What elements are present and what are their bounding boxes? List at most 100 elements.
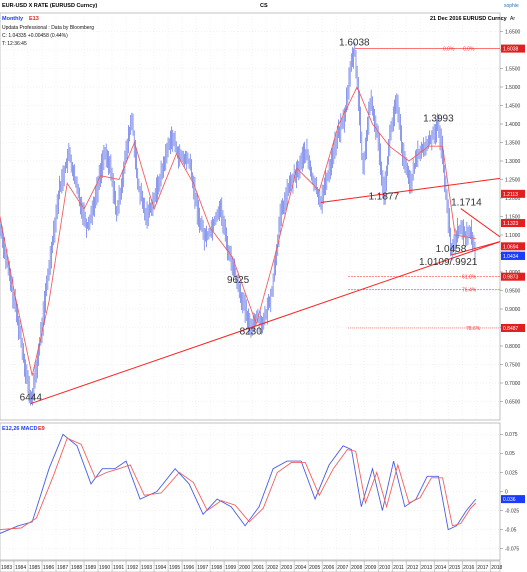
macd-grid	[0, 423, 500, 560]
macd-y-tick-label: 0.05	[505, 451, 515, 457]
trend-line	[320, 177, 501, 204]
x-tick-label: 1998	[211, 565, 222, 571]
price-annotation: 1.1714	[451, 198, 482, 209]
x-tick-label: 2009	[365, 565, 376, 571]
chart-title: EUR-USD X RATE (EURUSD Curncy)	[2, 3, 97, 9]
x-tick-label: 1983	[1, 565, 12, 571]
price-y-tick-label: 1.2000	[505, 196, 521, 202]
macd-label: E12,26 MACD	[2, 426, 37, 432]
price-tag-box	[501, 242, 525, 251]
price-y-tick-label: 1.3000	[505, 159, 521, 165]
price-tag-label: 1.6038	[503, 47, 519, 53]
price-tag-box	[501, 44, 525, 53]
price-annotation: 1.0458	[436, 244, 467, 255]
x-tick-label: 1995	[169, 565, 180, 571]
macd-tag-label: 0.036	[503, 497, 516, 503]
date-security-label: 21 Dec 2016 EURUSD Curncy	[430, 16, 508, 22]
x-tick-label: 2008	[351, 565, 362, 571]
price-y-tick-label: 0.7000	[505, 381, 521, 387]
price-tags: 1.60381.21131.13231.06941.04421.04340.98…	[501, 44, 525, 332]
chart-center-label: CS	[260, 3, 268, 9]
price-y-tick-label: 1.4500	[505, 103, 521, 109]
brand-logo: sophie	[504, 3, 519, 9]
x-tick-label: 2018	[491, 565, 502, 571]
macd-tag: 0.036	[501, 495, 525, 504]
trend-lines	[30, 177, 501, 405]
price-tag-label: 1.0694	[503, 244, 519, 250]
x-tick-label: 2010	[379, 565, 390, 571]
price-tag-label: 1.2113	[503, 192, 518, 198]
x-tick-label: 1984	[15, 565, 26, 571]
periodicity-label: Monthly	[2, 16, 24, 22]
price-annotations: 1.6038 1.3993 1.1877 1.1714 1.0458 1.0109/.99…	[20, 38, 482, 404]
price-tag-box	[501, 219, 525, 228]
price-tag-box	[501, 272, 525, 281]
macd-y-tick-label: 0.025	[505, 470, 518, 476]
x-axis-strip	[0, 560, 501, 572]
fib-label-0b: 0.0%	[463, 46, 475, 52]
macd-y-tick-label: 0	[505, 489, 508, 495]
price-tag-label: 1.1323	[503, 221, 519, 227]
price-annotation: 1.3993	[423, 113, 454, 124]
price-y-tick-label: 1.2500	[505, 177, 521, 183]
price-y-tick-label: 1.4000	[505, 122, 521, 128]
x-tick-label: 2017	[477, 565, 488, 571]
x-tick-label: 2012	[407, 565, 418, 571]
time-readout: T: 12:36:45	[2, 41, 27, 47]
macd-signal-label: E9	[38, 426, 45, 432]
trend-line	[450, 241, 501, 256]
macd-tag-box	[501, 495, 525, 504]
price-y-tick-label: 0.6500	[505, 399, 521, 405]
price-tag-box	[501, 189, 525, 198]
x-tick-label: 1993	[141, 565, 152, 571]
x-tick-label: 1999	[225, 565, 236, 571]
price-tag-box	[501, 323, 525, 332]
data-source-label: Updata Professional : Data by Bloomberg	[2, 25, 94, 31]
price-annotation: 9625	[227, 275, 250, 286]
x-tick-label: 1988	[71, 565, 82, 571]
price-y-axis: 1.65001.60001.55001.50001.45001.40001.35…	[500, 29, 521, 405]
fib-label-0: 0.0%	[443, 46, 455, 52]
x-tick-label: 1987	[57, 565, 68, 571]
x-tick-label: 2002	[267, 565, 278, 571]
price-y-tick-label: 0.8000	[505, 344, 521, 350]
x-tick-label: 2003	[281, 565, 292, 571]
price-y-tick-label: 1.3500	[505, 140, 521, 146]
x-tick-label: 2007	[337, 565, 348, 571]
fib-levels: 0.0% 0.0% 61.8% 76.4% 78.6%	[348, 46, 500, 332]
ohlc-readout: C: 1.04335 +0.00458 (0.44%)	[2, 33, 68, 39]
macd-y-axis: 0.075 0.05 0.025 0 -0.025 -0.05 -0.075	[500, 432, 519, 552]
x-tick-label: 1985	[29, 565, 40, 571]
macd-y-tick-label: -0.075	[505, 546, 519, 552]
fib-label: 76.4%	[462, 288, 477, 294]
price-y-tick-label: 1.1000	[505, 233, 521, 239]
x-tick-label: 2013	[421, 565, 432, 571]
price-tag-box	[501, 251, 525, 260]
trend-line	[460, 208, 501, 238]
price-annotation: 1.1877	[368, 192, 399, 203]
ma-legend-label: E13	[29, 16, 39, 22]
price-y-tick-label: 1.6500	[505, 29, 521, 35]
x-tick-label: 1994	[155, 565, 166, 571]
price-tag-label: 0.8487	[503, 326, 519, 332]
price-tag-label: 0.9873	[503, 275, 519, 281]
price-annotation: 6444	[20, 393, 43, 404]
price-bars	[0, 42, 476, 406]
x-tick-label: 1997	[197, 565, 208, 571]
x-tick-label: 2000	[239, 565, 250, 571]
macd-y-tick-label: -0.025	[505, 508, 519, 514]
axis-tag: Ar	[510, 16, 515, 22]
price-y-tick-label: 0.7500	[505, 362, 521, 368]
x-tick-label: 2015	[449, 565, 460, 571]
macd-y-tick-label: 0.075	[505, 432, 518, 438]
price-tag-label: 1.0434	[503, 254, 519, 260]
x-tick-label: 2014	[435, 565, 446, 571]
x-tick-label: 1986	[43, 565, 54, 571]
price-annotation: 8230	[240, 326, 263, 337]
price-y-tick-label: 0.9500	[505, 288, 521, 294]
price-annotation: 1.6038	[339, 38, 370, 49]
title-strip	[0, 0, 527, 14]
price-annotation: 1.0109/.9921	[419, 257, 478, 268]
x-tick-label: 1992	[127, 565, 138, 571]
